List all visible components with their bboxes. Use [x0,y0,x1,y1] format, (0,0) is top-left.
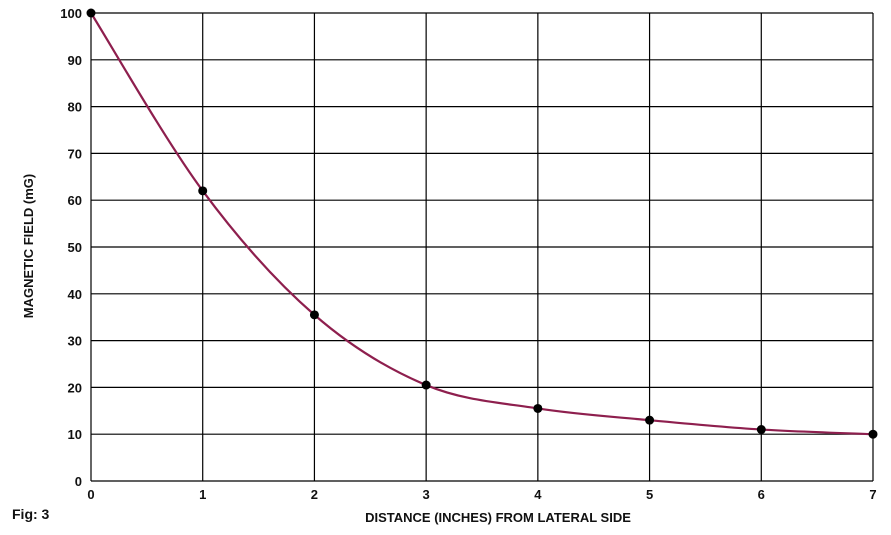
y-tick-label-60: 60 [68,193,82,208]
data-point-5 [645,415,655,425]
y-tick-labels: 0 10 20 30 40 50 60 70 80 90 100 [60,6,82,489]
y-tick-label-10: 10 [68,427,82,442]
x-tick-label-0: 0 [87,487,94,502]
data-point-0 [86,8,96,18]
y-tick-label-50: 50 [68,240,82,255]
data-point-2 [309,310,319,320]
data-point-3 [421,380,431,390]
y-tick-label-70: 70 [68,146,82,161]
y-tick-label-0: 0 [75,474,82,489]
x-tick-label-6: 6 [758,487,765,502]
y-tick-label-40: 40 [68,287,82,302]
figure-label: Fig: 3 [12,506,50,522]
x-tick-label-3: 3 [423,487,430,502]
y-tick-label-80: 80 [68,100,82,115]
x-tick-label-7: 7 [869,487,876,502]
y-tick-label-100: 100 [60,6,82,21]
x-tick-label-1: 1 [199,487,206,502]
data-points [86,8,878,439]
y-tick-label-20: 20 [68,380,82,395]
y-tick-label-90: 90 [68,53,82,68]
grid [90,12,874,482]
series-line [90,12,874,436]
x-tick-label-2: 2 [311,487,318,502]
data-point-1 [198,186,208,196]
data-point-6 [756,425,766,435]
data-point-4 [533,403,543,413]
y-tick-label-30: 30 [68,334,82,349]
x-axis-title: DISTANCE (INCHES) FROM LATERAL SIDE [365,510,631,525]
data-point-7 [868,429,878,439]
x-tick-labels: 0 1 2 3 4 5 6 7 [87,487,876,502]
y-axis-title: MAGNETIC FIELD (mG) [21,174,36,318]
x-tick-label-5: 5 [646,487,653,502]
x-tick-label-4: 4 [534,487,542,502]
